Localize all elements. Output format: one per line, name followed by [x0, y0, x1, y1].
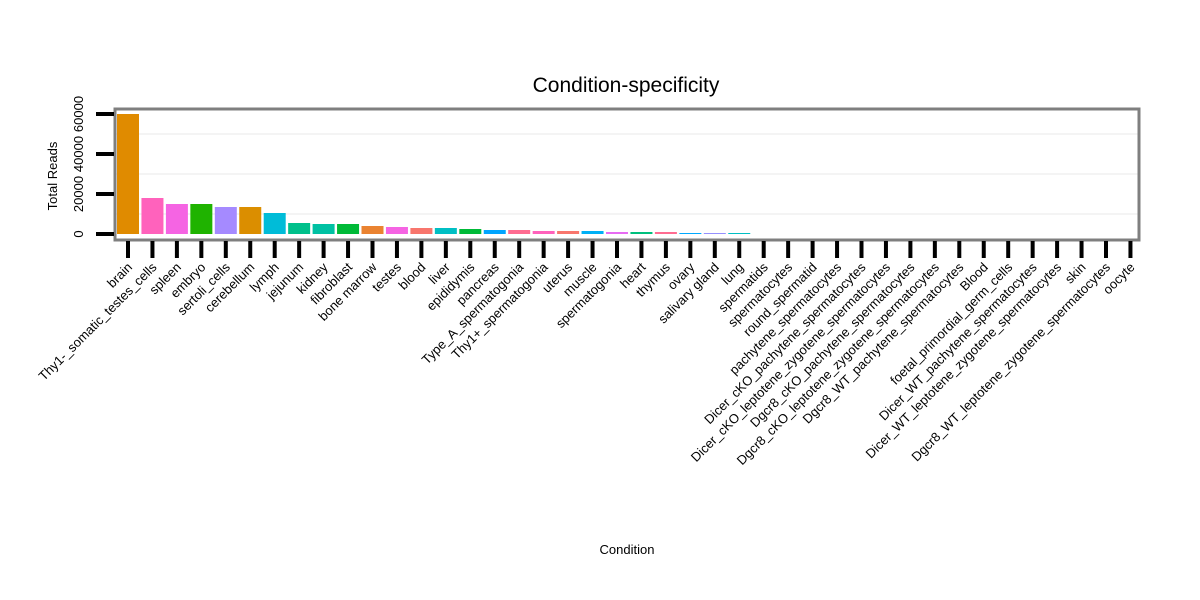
bar-cerebellum: [239, 207, 262, 234]
bar-type-a-spermatogonia: [508, 230, 531, 234]
x-tick-label: Thy1-_somatic_testes_cells: [36, 259, 160, 383]
bar-sertoli-cells: [214, 207, 237, 234]
bar-thymus: [654, 232, 677, 234]
bar-spleen: [165, 204, 188, 234]
bar-jejunum: [288, 223, 311, 234]
bar-spermatogonia: [606, 232, 628, 234]
bar-lung: [728, 233, 751, 234]
bar-pancreas: [483, 230, 506, 234]
bar-ovary: [679, 233, 702, 234]
y-tick-label: 60000: [71, 96, 86, 132]
gridlines: [116, 133, 1138, 215]
y-tick-label: 20000: [71, 176, 86, 212]
panel-border: [113, 107, 1141, 242]
bar-bone-marrow: [361, 226, 384, 234]
bar-epididymis: [459, 229, 482, 234]
bar-thy1-somatic-testes-cells: [141, 198, 164, 234]
y-tick-label: 40000: [71, 136, 86, 172]
y-tick-label: 0: [71, 230, 86, 237]
x-tick-label: testes: [369, 259, 404, 294]
bar-kidney: [312, 224, 335, 234]
bar-embryo: [190, 204, 213, 234]
bar-heart: [630, 232, 653, 234]
y-axis: 0 20000 40000 60000: [71, 96, 114, 238]
bar-salivary-gland: [703, 233, 726, 234]
bar-thy1-spermatogonia: [532, 231, 555, 234]
x-axis-title: Condition: [600, 542, 655, 557]
bar-lymph: [263, 213, 286, 234]
y-axis-title: Total Reads: [45, 141, 60, 210]
bar-blood: [410, 228, 433, 234]
chart-title: Condition-specificity: [533, 74, 720, 97]
bar-fibroblast: [337, 224, 360, 234]
bar-uterus: [557, 231, 580, 234]
bar-muscle: [581, 231, 604, 234]
x-axis: brainThy1-_somatic_testes_cellsspleenemb…: [36, 241, 1138, 468]
bar-brain: [117, 114, 139, 234]
bars: [117, 114, 751, 234]
bar-testes: [385, 227, 408, 234]
x-tick-label: blood: [395, 260, 428, 293]
bar-liver: [434, 228, 457, 234]
